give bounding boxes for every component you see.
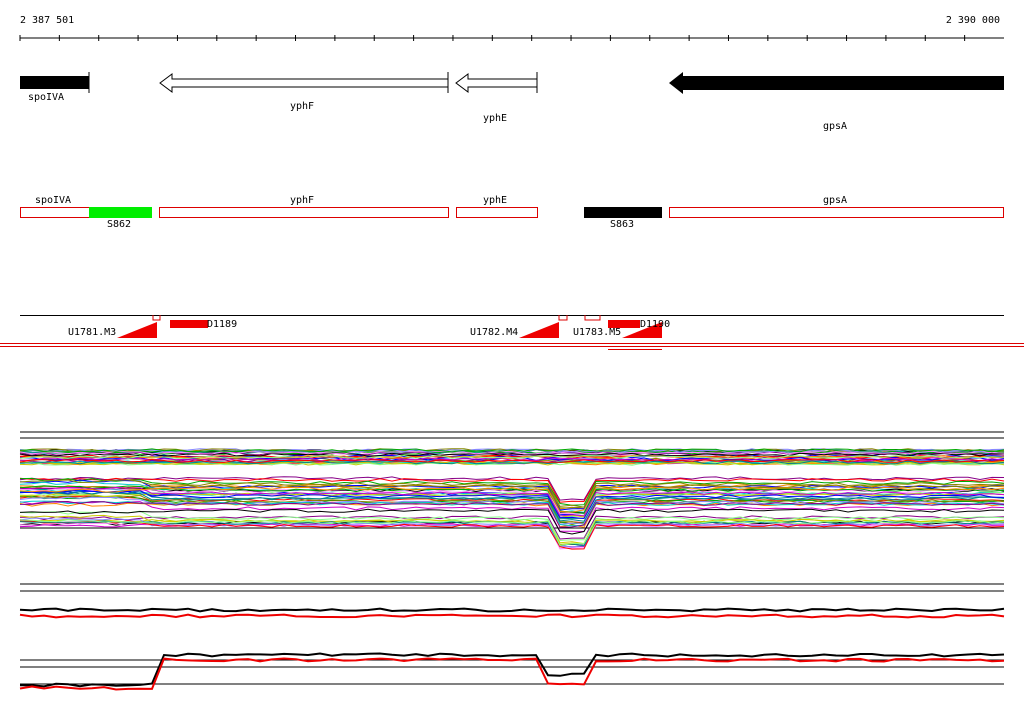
annotation-label: gpsA [823,195,847,206]
gene [159,73,449,93]
expression-line [19,519,1005,546]
expression-line [19,477,1005,503]
ruler: 2 387 501 2 390 000 [19,15,1004,41]
expression-line [19,452,1005,457]
summary-line [19,613,1005,619]
expression-line [19,522,1005,548]
expression-line [19,454,1005,459]
expression-line [19,448,1005,453]
feature [584,315,601,321]
ruler-start: 2 387 501 [20,15,74,26]
expression-line [19,448,1005,453]
expression-line [19,458,1005,463]
feature [558,315,568,321]
annotation [89,207,152,218]
feature-label: U1782.M4 [470,327,518,338]
gene [669,72,1004,94]
feature [608,320,640,328]
feature-label: D1189 [207,319,237,330]
expression-line [19,522,1005,550]
feature-label: D1190 [640,319,670,330]
expression-line [19,508,1005,535]
expression-line [19,454,1005,459]
annotation-track: spoIVA yphF yphE gpsA S862 S863 [20,195,1004,230]
expression-line [19,484,1005,509]
summary-line [19,607,1005,613]
annotation [456,207,538,218]
annotation-label: spoIVA [35,195,71,206]
expression-line [19,490,1005,520]
expression-track [19,431,1005,691]
summary-line [19,657,1005,691]
feature [152,315,161,321]
expression-line [19,479,1005,508]
expression-line [19,455,1005,460]
annotation [584,207,662,218]
summary-line [19,652,1005,688]
gene [455,73,538,93]
annotation-label: S863 [610,219,634,230]
expression-line [19,489,1005,520]
feature-track: U1781.M3 D1189 U1782.M4 U1783.M5 D1190 [0,315,1024,350]
expression-line [19,486,1005,513]
annotation-label: yphF [290,195,314,206]
feature-label: U1781.M3 [68,327,116,338]
gene-label: yphF [290,101,314,112]
expression-line [19,460,1005,465]
feature-label: U1783.M5 [573,327,621,338]
ruler-end: 2 390 000 [946,15,1000,26]
expression-line [20,500,1005,528]
expression-line [19,487,1005,515]
gene [20,76,89,89]
annotation [159,207,449,218]
expression-line [19,486,1005,517]
expression-line [19,477,1005,506]
expression-line [19,510,1005,542]
expression-line [19,519,1005,550]
gene-label: spoIVA [28,92,64,103]
expression-line [19,450,1005,455]
feature [117,322,157,338]
feature [519,322,559,338]
gene-label: gpsA [823,121,847,132]
expression-line [19,496,1005,525]
annotation-label: S862 [107,219,131,230]
gene-label: yphE [483,113,507,124]
expression-line [19,461,1005,466]
feature [170,320,208,328]
feature [622,322,662,338]
gene-track: spoIVA yphF yphE gpsA [20,72,1004,132]
annotation [669,207,1004,218]
expression-line [19,491,1005,522]
annotation-label: yphE [483,195,507,206]
